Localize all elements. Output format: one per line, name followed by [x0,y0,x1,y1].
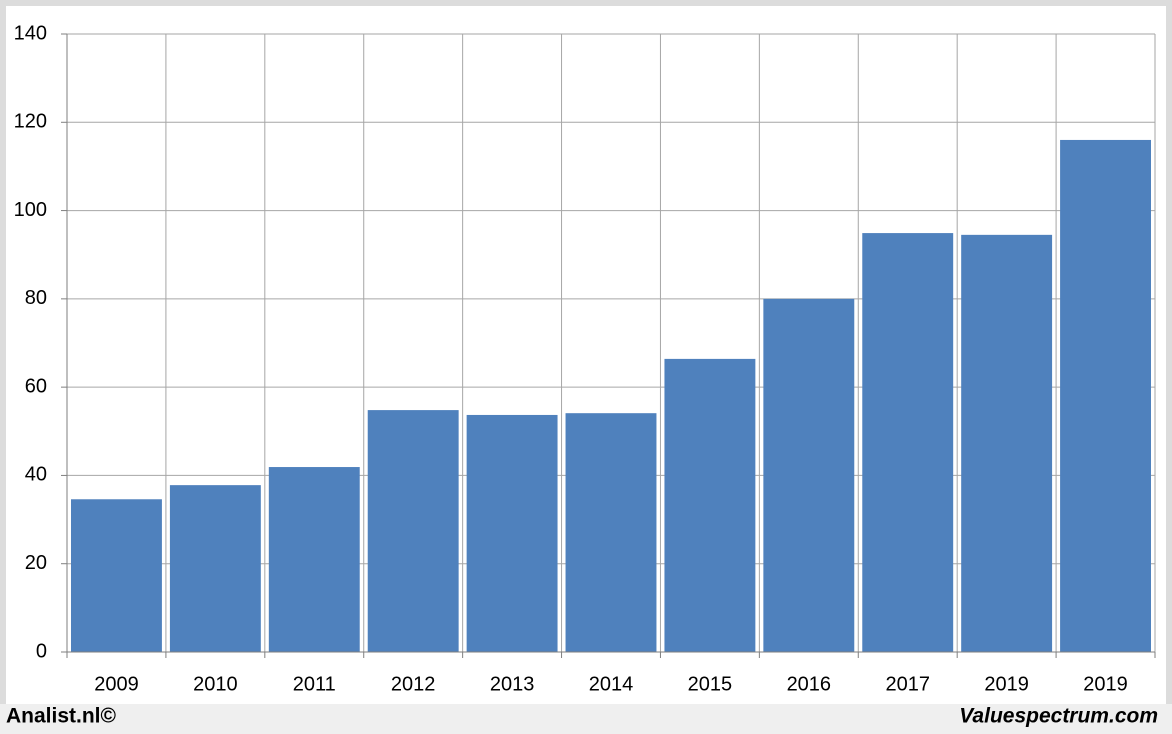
x-tick-label: 2012 [391,673,436,695]
footer-band [0,704,1172,734]
y-tick-label: 120 [14,111,47,133]
bar [466,414,558,652]
bar [1060,139,1151,652]
bar [961,234,1053,652]
bar [169,485,261,652]
x-tick-label: 2010 [193,673,238,695]
x-tick-label: 2016 [787,673,832,695]
bar [367,410,459,652]
y-tick-label: 0 [36,640,47,662]
x-tick-label: 2013 [490,673,535,695]
y-tick-label: 20 [25,552,47,574]
x-tick-label: 2014 [589,673,634,695]
x-tick-label: 2015 [688,673,733,695]
bar [664,358,756,652]
x-tick-label: 2017 [885,673,930,695]
x-tick-label: 2019 [984,673,1029,695]
bar [71,499,162,652]
y-tick-label: 40 [25,464,47,486]
x-tick-label: 2009 [94,673,139,695]
bar [268,467,360,652]
bar [862,233,954,652]
bar [763,298,855,652]
y-tick-label: 60 [25,375,47,397]
source-credit: Analist.nl© [6,705,117,728]
x-tick-label: 2011 [293,673,336,695]
x-tick-label: 2019 [1083,673,1128,695]
y-tick-label: 80 [25,287,47,309]
y-tick-label: 140 [14,22,47,44]
source-credit: Valuespectrum.com [959,705,1158,728]
bar [565,413,657,652]
y-tick-label: 100 [14,199,47,221]
